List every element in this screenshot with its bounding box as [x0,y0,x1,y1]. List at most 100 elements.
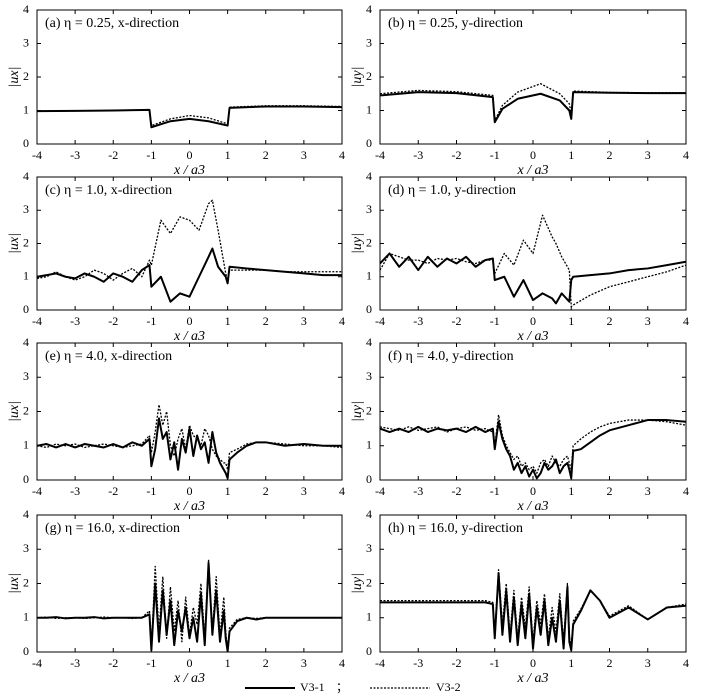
x-tick-label: 1 [568,484,574,498]
x-tick-label: -1 [490,656,500,670]
x-axis-title: x / a3 [516,329,548,344]
plot-frame [379,342,687,481]
y-tick-label: 0 [366,302,372,316]
y-axis-title: |uy| [350,67,365,88]
x-tick-label: -1 [146,484,156,498]
x-axis-title: x / a3 [516,163,548,178]
x-tick-label: 4 [339,656,345,670]
data-line [380,569,686,650]
y-tick-label: 2 [23,575,29,589]
data-line [37,105,342,129]
x-tick-label: 0 [530,484,536,498]
panel: -4 -3 -2 -1 0 1 2 3 4 0 1 2 3 4 (e) η = 4.0, x-directi… [7,335,345,514]
x-axis-title: x / a3 [516,499,548,514]
data-line [37,199,342,283]
y-tick-label: 4 [23,335,29,349]
x-tick-label: 0 [187,148,193,162]
panel: -4 -3 -2 -1 0 1 2 3 4 0 1 2 3 4 (c) η = 1.0, x-directi… [7,169,345,344]
legend: V3-1 ； V3-2 [245,680,461,694]
x-tick-label: 1 [225,656,231,670]
data-line [37,404,342,471]
x-tick-label: -1 [490,314,500,328]
data-line [380,414,686,474]
x-tick-label: -4 [375,484,385,498]
y-axis-title: |uy| [350,573,365,594]
y-tick-label: 1 [23,438,29,452]
x-tick-label: 0 [187,656,193,670]
panel-title: (c) η = 1.0, x-direction [45,183,172,198]
x-tick-label: 0 [530,148,536,162]
y-tick-label: 2 [366,235,372,249]
legend-separator: ； [336,680,348,694]
data-line [380,419,686,480]
x-tick-label: -3 [70,656,80,670]
x-tick-label: 2 [263,314,269,328]
x-tick-label: 1 [568,148,574,162]
y-tick-label: 0 [23,136,29,150]
y-tick-label: 4 [23,169,29,183]
x-tick-label: -1 [490,484,500,498]
y-axis-title: |ux| [7,233,22,254]
data-line [37,561,342,652]
plot-frame [379,9,687,145]
x-tick-label: 4 [339,148,345,162]
x-tick-label: -4 [375,656,385,670]
panel: -4 -3 -2 -1 0 1 2 3 4 0 1 2 3 4 (a) η = 0.25, x-direct… [7,2,345,178]
x-tick-label: -2 [452,656,462,670]
x-tick-label: -1 [146,314,156,328]
y-tick-label: 3 [366,541,372,555]
y-tick-label: 4 [366,507,372,521]
x-tick-label: 1 [225,148,231,162]
data-line [380,252,686,305]
x-tick-label: 2 [607,148,613,162]
x-tick-label: -4 [32,656,42,670]
panel-title: (g) η = 16.0, x-direction [45,521,180,536]
x-tick-label: 0 [530,314,536,328]
data-line [380,91,686,124]
y-tick-label: 4 [23,507,29,521]
plot-frame [379,176,687,311]
plot-frame [36,176,343,311]
data-line [380,83,686,122]
y-tick-label: 0 [23,472,29,486]
x-tick-label: -3 [70,148,80,162]
x-tick-label: 2 [607,656,613,670]
y-tick-label: 1 [366,102,372,116]
x-tick-label: -1 [490,148,500,162]
y-tick-label: 3 [23,369,29,383]
y-tick-label: 3 [366,369,372,383]
y-tick-label: 0 [366,644,372,658]
x-tick-label: -4 [375,148,385,162]
y-tick-label: 2 [366,403,372,417]
data-line [380,572,686,652]
y-tick-label: 2 [23,69,29,83]
y-tick-label: 1 [366,610,372,624]
x-tick-label: -1 [146,148,156,162]
panel-title: (h) η = 16.0, y-direction [388,521,523,536]
panel-title: (d) η = 1.0, y-direction [388,183,516,198]
panel: -4 -3 -2 -1 0 1 2 3 4 0 1 2 3 4 (f) η = 4.0, y-directi… [350,335,689,514]
x-tick-label: 4 [339,314,345,328]
y-tick-label: 2 [366,69,372,83]
x-tick-label: -3 [413,656,423,670]
x-axis-title: x / a3 [173,163,205,178]
y-tick-label: 4 [366,2,372,16]
y-tick-label: 1 [23,102,29,116]
plot-frame [36,342,343,481]
x-tick-label: 2 [263,484,269,498]
x-axis-title: x / a3 [173,499,205,514]
y-axis-title: |ux| [7,401,22,422]
x-tick-label: 3 [301,314,307,328]
x-tick-label: 3 [301,656,307,670]
data-line [37,417,342,480]
x-tick-label: 3 [645,148,651,162]
x-tick-label: 2 [263,656,269,670]
x-tick-label: 4 [683,314,689,328]
y-tick-label: 3 [366,202,372,216]
y-axis-title: |ux| [7,573,22,594]
y-axis-title: |ux| [7,67,22,88]
x-tick-label: 0 [187,484,193,498]
y-tick-label: 1 [23,610,29,624]
panel: -4 -3 -2 -1 0 1 2 3 4 0 1 2 3 4 (d) η = 1.0, y-directi… [350,169,689,344]
x-tick-label: -2 [452,148,462,162]
